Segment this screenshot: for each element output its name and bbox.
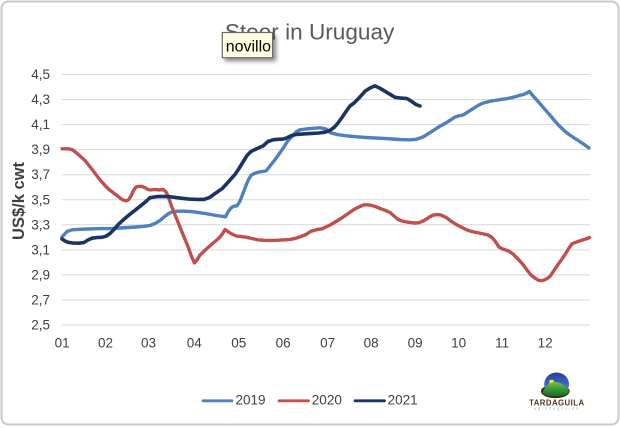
svg-text:2,5: 2,5 <box>31 318 50 333</box>
svg-text:03: 03 <box>141 336 156 351</box>
svg-text:3,7: 3,7 <box>31 167 50 182</box>
svg-text:3,5: 3,5 <box>31 192 50 207</box>
svg-text:2,7: 2,7 <box>31 293 50 308</box>
svg-text:3,3: 3,3 <box>31 217 50 232</box>
svg-text:3,9: 3,9 <box>31 142 50 157</box>
svg-text:09: 09 <box>408 336 423 351</box>
svg-text:4,1: 4,1 <box>31 117 50 132</box>
svg-text:TARDAGUILA: TARDAGUILA <box>529 399 584 408</box>
svg-text:07: 07 <box>320 336 335 351</box>
svg-text:2021: 2021 <box>388 392 418 407</box>
svg-text:US$/k cwt: US$/k cwt <box>10 162 28 240</box>
svg-text:10: 10 <box>451 336 466 351</box>
svg-text:4,3: 4,3 <box>31 92 50 107</box>
svg-text:agronegocios: agronegocios <box>534 407 580 411</box>
svg-text:01: 01 <box>55 336 70 351</box>
svg-text:3,1: 3,1 <box>31 242 50 257</box>
svg-text:2019: 2019 <box>236 392 266 407</box>
svg-text:novillo: novillo <box>226 39 271 56</box>
svg-text:02: 02 <box>98 336 113 351</box>
svg-text:11: 11 <box>495 336 509 351</box>
svg-text:08: 08 <box>364 336 379 351</box>
svg-text:04: 04 <box>187 336 203 351</box>
svg-text:2020: 2020 <box>312 392 342 407</box>
svg-text:06: 06 <box>276 336 291 351</box>
svg-text:12: 12 <box>538 336 553 351</box>
svg-text:05: 05 <box>231 336 246 351</box>
svg-text:4,5: 4,5 <box>31 67 50 82</box>
svg-text:2,9: 2,9 <box>31 267 50 282</box>
